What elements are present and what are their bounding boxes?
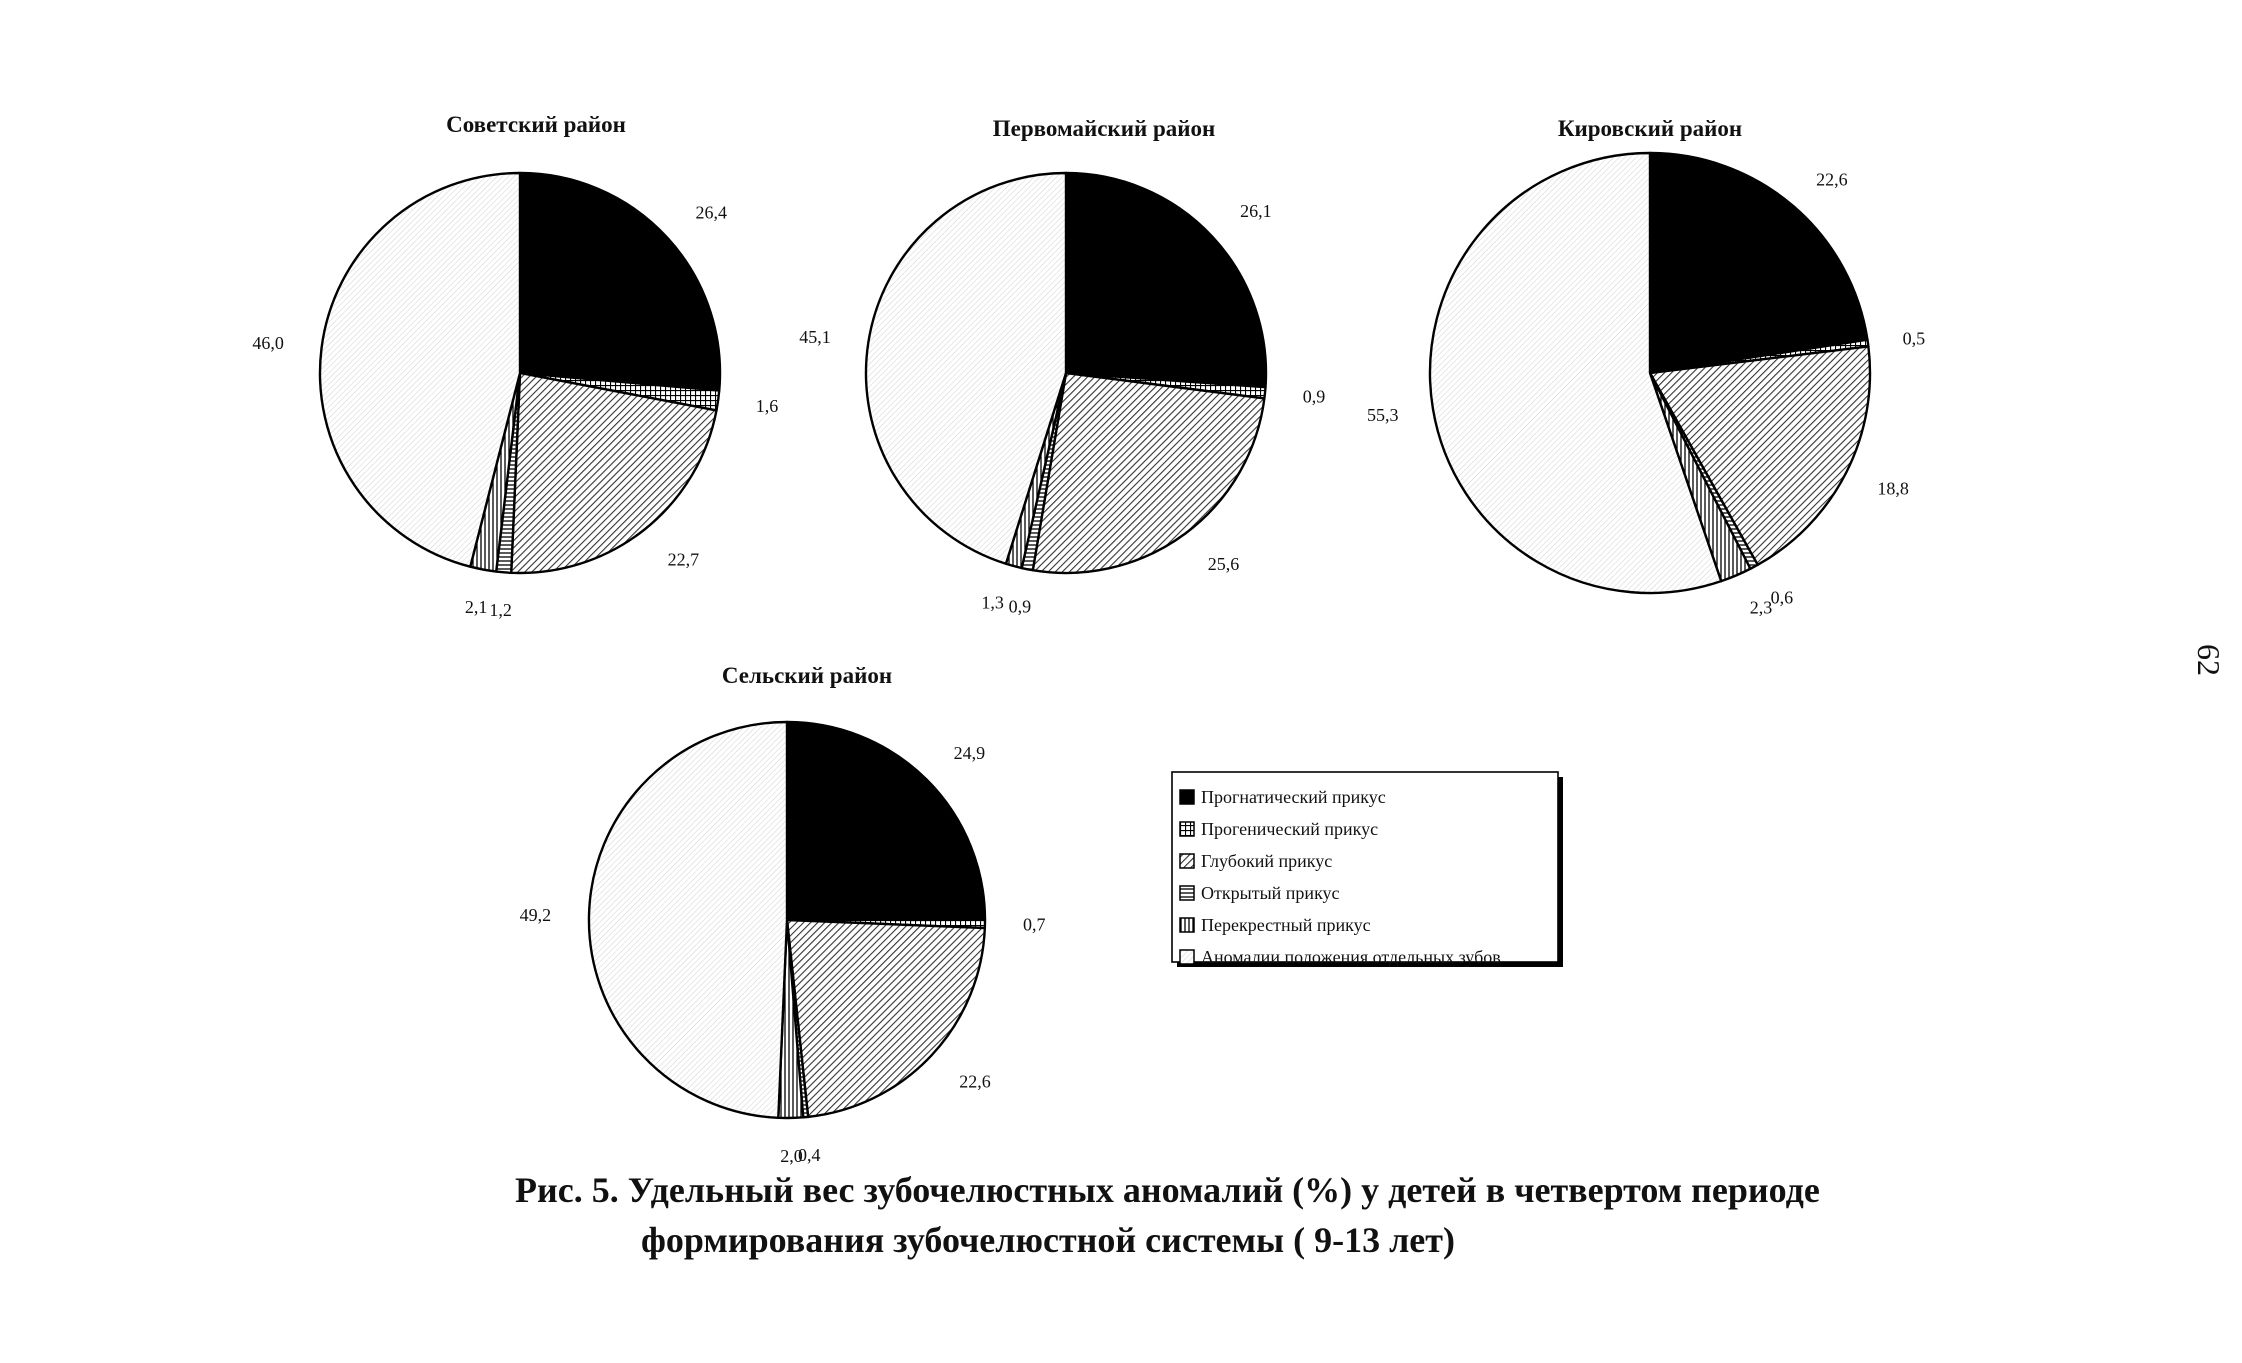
slice-tooth-position <box>864 171 1068 565</box>
caption-line-2: формирования зубочелюстной системы ( 9-1… <box>641 1220 1455 1260</box>
slice-deep-bite <box>510 371 718 575</box>
slice-deep-bite <box>785 918 987 1119</box>
slice-value-label: 55,3 <box>1367 405 1399 425</box>
slice-value-label: 22,6 <box>959 1071 991 1091</box>
slice-value-label: 1,3 <box>981 593 1004 613</box>
legend-swatch-open-bite <box>1179 885 1195 901</box>
slice-value-label: 2,3 <box>1750 598 1773 618</box>
slice-value-label: 2,1 <box>465 597 488 617</box>
legend-box <box>1171 771 1559 963</box>
slice-value-label: 25,6 <box>1208 554 1240 574</box>
slice-value-label: 45,1 <box>799 327 831 347</box>
slice-value-label: 22,7 <box>668 550 700 570</box>
legend-swatch-prognathic <box>1179 789 1195 805</box>
chart-title: Кировский район <box>1558 116 1742 141</box>
slice-value-label: 0,7 <box>1023 915 1046 935</box>
legend: Прогнатический прикус Прогенический прику… <box>1171 771 1563 967</box>
slice-tooth-position <box>318 171 522 568</box>
pie-chart-selsky: Сельский район 24,9 0,7 22,6 0,42,0 49,2 <box>520 663 1046 1166</box>
slice-tooth-position <box>587 720 789 1120</box>
slice-prognathic <box>1648 151 1869 375</box>
slice-value-label: 24,9 <box>954 743 986 763</box>
pie-chart-pervomaisky: Первомайский район 26,10,925,60,91,345,1 <box>799 116 1325 617</box>
slice-value-label: 46,0 <box>252 333 284 353</box>
slice-value-label: 0,4 <box>798 1145 821 1165</box>
slice-value-label: 2,0 <box>780 1146 803 1166</box>
legend-swatch-deep-bite <box>1179 853 1195 869</box>
legend-label: Аномалии положения отдельных зубов <box>1201 947 1501 967</box>
chart-title: Сельский район <box>722 663 892 688</box>
slice-value-label: 0,6 <box>1771 588 1794 608</box>
pie-chart-kirovsky: Кировский район 22,6 0,5 18,8 0,62,3 55,3 <box>1367 116 1925 618</box>
chart-title: Советский район <box>446 112 626 137</box>
slice-prognathic <box>518 171 722 392</box>
slice-prognathic <box>1064 171 1268 389</box>
slice-value-label: 26,1 <box>1240 201 1272 221</box>
legend-swatch-crossbite <box>1179 917 1195 933</box>
legend-label: Прогенический прикус <box>1201 819 1378 839</box>
slice-prognathic <box>785 720 987 922</box>
slice-tooth-position <box>1428 151 1723 595</box>
figure-caption: Рис. 5. Удельный вес зубочелюстных анома… <box>515 1170 1820 1260</box>
slice-value-label: 1,6 <box>756 396 779 416</box>
legend-swatch-progenic <box>1179 821 1195 837</box>
slice-value-label: 22,6 <box>1816 170 1848 190</box>
slice-value-label: 18,8 <box>1877 478 1909 498</box>
chart-title: Первомайский район <box>993 116 1216 141</box>
slice-value-label: 0,9 <box>1009 597 1032 617</box>
legend-label: Перекрестный прикус <box>1201 915 1371 935</box>
page-number: 62 <box>2191 644 2227 676</box>
legend-label: Прогнатический прикус <box>1201 787 1386 807</box>
legend-swatch-tooth-position <box>1179 949 1195 965</box>
slice-deep-bite <box>1648 345 1872 567</box>
slice-value-label: 0,9 <box>1303 387 1326 407</box>
legend-label: Глубокий прикус <box>1201 851 1332 871</box>
slice-value-label: 0,5 <box>1903 328 1926 348</box>
caption-line-1: Рис. 5. Удельный вес зубочелюстных анома… <box>515 1170 1820 1210</box>
slice-value-label: 1,2 <box>489 600 512 620</box>
slice-deep-bite <box>1031 371 1266 575</box>
pie-chart-sovetsky: Советский район 26,4 1,6 22,7 1,22,1 46,0 <box>252 112 778 620</box>
legend-label: Открытый прикус <box>1201 883 1340 903</box>
slice-value-label: 26,4 <box>696 202 728 222</box>
slice-value-label: 49,2 <box>520 905 552 925</box>
